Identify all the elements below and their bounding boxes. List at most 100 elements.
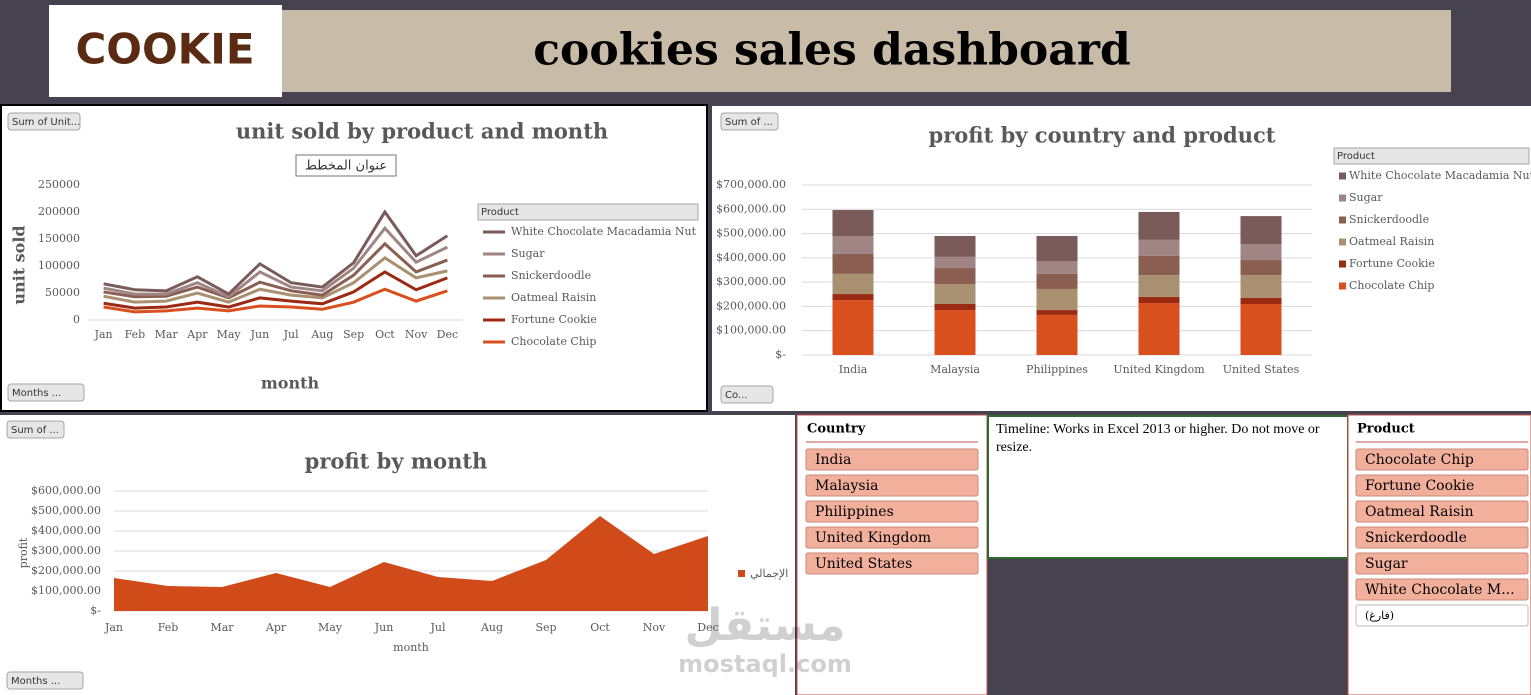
y-tick-label: $200,000.00 — [716, 299, 786, 312]
slicer-item-label: Malaysia — [815, 478, 878, 494]
bar-segment — [934, 304, 976, 311]
y-tick-label: $200,000.00 — [31, 564, 101, 577]
x-tick-label: United Kingdom — [1113, 363, 1205, 376]
y-tick-label: $300,000.00 — [31, 544, 101, 557]
watermark: mostaql.com — [678, 650, 852, 678]
y-tick-label: 150000 — [38, 232, 80, 245]
x-tick-label: Jul — [283, 328, 299, 341]
field-button-label: Sum of Unit... — [12, 117, 80, 128]
bar-segment — [1240, 244, 1282, 261]
watermark: مستقل — [685, 600, 846, 651]
bar-segment — [934, 256, 976, 269]
slicer-item[interactable] — [1355, 500, 1529, 523]
slicer-item[interactable] — [1355, 552, 1529, 575]
legend-label: White Chocolate Macadamia Nut — [511, 225, 697, 238]
slicer-item-label: Fortune Cookie — [1365, 478, 1474, 494]
slicer-item-label: Oatmeal Raisin — [1365, 504, 1474, 520]
y-tick-label: $100,000.00 — [716, 324, 786, 337]
y-tick-label: $700,000.00 — [716, 178, 786, 191]
x-tick-label: Feb — [125, 328, 146, 341]
x-tick-label: May — [217, 328, 242, 341]
legend-label: Fortune Cookie — [1349, 257, 1435, 270]
bar-segment — [832, 210, 874, 236]
legend-label: Chocolate Chip — [511, 335, 596, 348]
x-tick-label: Mar — [210, 621, 234, 634]
slicer-item-label: (فارغ) — [1365, 609, 1394, 622]
x-tick-label: Oct — [590, 621, 610, 634]
legend-swatch — [1339, 260, 1346, 268]
y-tick-label: $400,000.00 — [31, 524, 101, 537]
y-tick-label: $600,000.00 — [716, 202, 786, 215]
bar-segment — [832, 273, 874, 295]
field-button[interactable] — [7, 383, 85, 402]
legend-swatch — [1339, 238, 1346, 246]
legend-header[interactable] — [477, 203, 699, 221]
x-tick-label: Mar — [155, 328, 179, 341]
slicer-item[interactable] — [1355, 526, 1529, 549]
legend-label: Sugar — [511, 247, 545, 260]
y-tick-label: $100,000.00 — [31, 584, 101, 597]
bar-segment — [1240, 275, 1282, 298]
slicer-item[interactable] — [805, 474, 979, 497]
slicer-item[interactable] — [1355, 474, 1529, 497]
x-axis-label: month — [393, 641, 429, 654]
x-tick-label: Aug — [310, 328, 333, 341]
x-tick-label: United States — [1223, 363, 1300, 376]
bar-segment — [1138, 239, 1180, 256]
series-line — [103, 256, 448, 304]
slicer-item-label: India — [815, 452, 851, 468]
legend-swatch — [1339, 172, 1346, 180]
field-button[interactable] — [7, 112, 81, 131]
x-tick-label: Malaysia — [930, 363, 980, 376]
legend-label: Sugar — [1349, 191, 1383, 204]
field-button[interactable] — [6, 671, 84, 690]
y-tick-label: $- — [775, 348, 786, 361]
bar-segment — [1036, 314, 1078, 355]
legend-title: Product — [481, 207, 519, 218]
slicer-title: Product — [1357, 422, 1415, 437]
bar-segment — [832, 253, 874, 274]
field-button-label: Sum of ... — [11, 425, 59, 436]
panel — [0, 104, 708, 412]
slicer-item[interactable] — [805, 552, 979, 575]
bar-segment — [934, 284, 976, 304]
slicer-item[interactable] — [1355, 604, 1529, 627]
slicer-item[interactable] — [805, 526, 979, 549]
slicer-title: Country — [807, 422, 866, 437]
slicer-item[interactable] — [805, 500, 979, 523]
x-tick-label: May — [318, 621, 343, 634]
bar-segment — [1036, 273, 1078, 289]
bar-segment — [1138, 296, 1180, 304]
x-tick-label: Jan — [104, 621, 123, 634]
bar-segment — [1240, 304, 1282, 355]
field-button[interactable] — [720, 112, 779, 131]
legend-label: Chocolate Chip — [1349, 279, 1434, 292]
bar-segment — [1138, 255, 1180, 276]
header-band — [282, 10, 1451, 92]
y-tick-label: 50000 — [45, 286, 80, 299]
chart-title: profit by month — [305, 449, 488, 474]
bar-segment — [832, 294, 874, 301]
x-tick-label: Jan — [94, 328, 113, 341]
slicer-item[interactable] — [805, 448, 979, 471]
slicer-item[interactable] — [1355, 578, 1529, 601]
field-button[interactable] — [6, 420, 65, 439]
y-tick-label: 200000 — [38, 205, 80, 218]
legend-header[interactable] — [1333, 147, 1530, 165]
legend-label: Oatmeal Raisin — [511, 291, 596, 304]
bar-segment — [1240, 260, 1282, 276]
slicer-item[interactable] — [1355, 448, 1529, 471]
bar-segment — [934, 268, 976, 285]
legend-swatch — [1339, 216, 1346, 224]
legend-label: Fortune Cookie — [511, 313, 597, 326]
field-button[interactable] — [720, 385, 774, 404]
series-line — [103, 270, 448, 310]
legend-swatch — [1339, 194, 1346, 202]
legend-label: White Chocolate Macadamia Nut — [1349, 169, 1531, 182]
legend-title: Product — [1337, 151, 1375, 162]
x-tick-label: Apr — [265, 621, 287, 634]
y-tick-label: $300,000.00 — [716, 275, 786, 288]
field-button-label: Sum of ... — [725, 117, 773, 128]
x-tick-label: Jun — [250, 328, 270, 341]
